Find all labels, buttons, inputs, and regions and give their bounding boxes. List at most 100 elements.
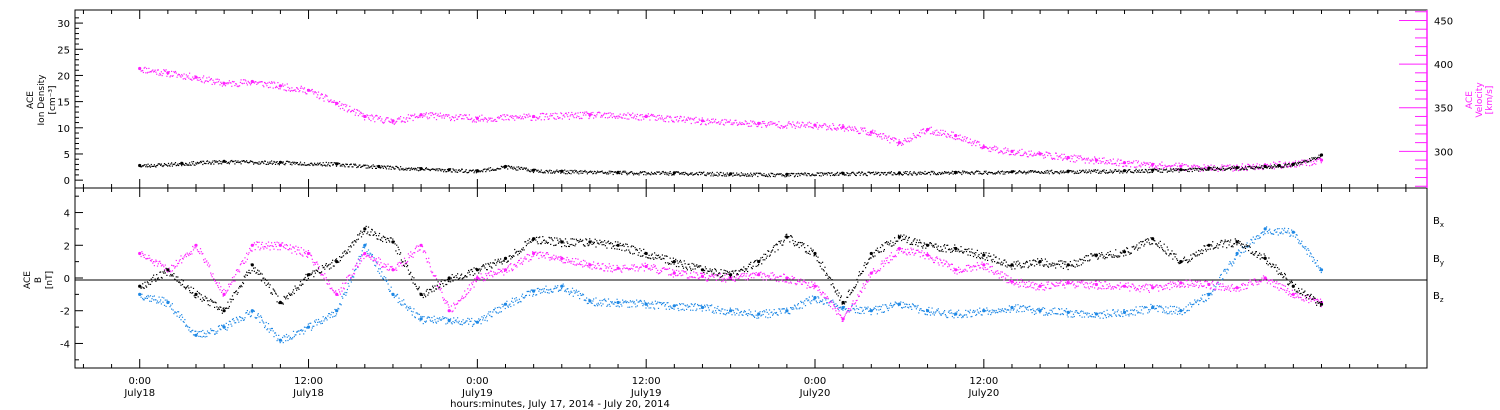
by-series-sample bbox=[776, 314, 778, 316]
density-series-sample bbox=[278, 164, 280, 166]
by-series-sample bbox=[378, 268, 380, 270]
velocity-series-sample bbox=[1213, 165, 1215, 167]
velocity-series-sample bbox=[891, 138, 893, 140]
density-series-sample bbox=[1320, 154, 1322, 156]
velocity-series-sample bbox=[822, 124, 824, 126]
density-series-sample bbox=[791, 172, 793, 175]
velocity-series-sample bbox=[509, 116, 511, 118]
density-series-sample bbox=[623, 171, 625, 173]
density-series-sample bbox=[672, 173, 674, 176]
velocity-series-sample bbox=[1064, 157, 1066, 159]
by-series-sample bbox=[953, 317, 955, 319]
density-series-sample bbox=[187, 163, 189, 165]
by-series-sample bbox=[656, 302, 658, 305]
velocity-series-sample bbox=[236, 85, 238, 87]
velocity-series-sample bbox=[978, 141, 980, 143]
by-series-sample bbox=[936, 309, 938, 311]
density-series-sample bbox=[475, 172, 477, 174]
density-series-sample bbox=[1134, 170, 1136, 172]
by-series-sample bbox=[1310, 253, 1312, 255]
density-series-sample bbox=[1164, 169, 1166, 171]
velocity-series-sample bbox=[618, 116, 620, 118]
velocity-series-sample bbox=[206, 80, 209, 82]
velocity-series-sample bbox=[204, 80, 206, 82]
bz-series-sample bbox=[198, 251, 200, 253]
velocity-series-sample bbox=[1319, 157, 1322, 159]
density-series-sample bbox=[171, 162, 173, 164]
density-series-sample bbox=[328, 162, 330, 164]
density-series-sample bbox=[1270, 165, 1272, 167]
velocity-series-sample bbox=[980, 146, 982, 149]
velocity-series-sample bbox=[761, 126, 763, 128]
by-series-sample bbox=[1092, 316, 1094, 318]
density-series-sample bbox=[704, 174, 706, 176]
density-series-sample bbox=[341, 165, 343, 167]
density-series-sample bbox=[888, 171, 890, 173]
by-series-sample bbox=[767, 317, 769, 319]
density-series-sample bbox=[299, 161, 302, 163]
by-series-sample bbox=[335, 315, 337, 317]
bz-series-sample bbox=[196, 249, 198, 251]
by-series-sample bbox=[275, 334, 277, 336]
density-series-sample bbox=[193, 164, 195, 166]
bz-series-sample bbox=[235, 269, 238, 271]
by-series-sample bbox=[793, 308, 795, 310]
field-tick-label: -2 bbox=[60, 307, 70, 318]
by-series-sample bbox=[753, 315, 755, 317]
density-series-sample bbox=[1103, 169, 1105, 171]
velocity-series-sample bbox=[153, 70, 155, 72]
density-series-sample bbox=[1294, 162, 1297, 164]
density-series-sample bbox=[1280, 166, 1282, 168]
density-series-sample bbox=[1255, 166, 1257, 169]
by-series-sample bbox=[1063, 310, 1065, 312]
by-series-sample bbox=[262, 321, 264, 323]
by-series-sample bbox=[181, 314, 183, 316]
density-series-sample bbox=[722, 172, 724, 174]
density-series-sample bbox=[367, 165, 370, 167]
velocity-series-sample bbox=[683, 116, 685, 118]
by-series-sample bbox=[156, 302, 158, 304]
density-series-sample bbox=[425, 167, 427, 169]
density-series-sample bbox=[472, 169, 474, 171]
velocity-series-sample bbox=[1151, 166, 1154, 168]
by-series-sample bbox=[704, 304, 706, 306]
velocity-series-sample bbox=[733, 122, 735, 124]
velocity-series-sample bbox=[450, 119, 452, 122]
density-series-sample bbox=[180, 161, 182, 164]
velocity-series-sample bbox=[256, 83, 258, 85]
velocity-series-sample bbox=[939, 132, 941, 134]
by-series-sample bbox=[985, 310, 987, 312]
density-series-sample bbox=[779, 173, 781, 175]
density-series-sample bbox=[875, 171, 877, 173]
velocity-series-sample bbox=[307, 89, 309, 91]
density-series-sample bbox=[874, 173, 876, 175]
density-series-sample bbox=[464, 171, 466, 173]
density-series-sample bbox=[1076, 172, 1078, 174]
by-series-sample bbox=[810, 303, 812, 305]
velocity-series-sample bbox=[320, 94, 322, 96]
by-series-sample bbox=[400, 304, 402, 306]
density-series-sample bbox=[473, 172, 475, 174]
by-series-sample bbox=[1070, 316, 1072, 318]
bz-series-sample bbox=[149, 257, 151, 259]
by-series-sample bbox=[990, 312, 993, 314]
velocity-series-sample bbox=[1114, 163, 1116, 165]
density-series-sample bbox=[1112, 171, 1114, 173]
density-series-sample bbox=[294, 163, 296, 165]
velocity-series-sample bbox=[736, 124, 739, 126]
velocity-series-sample bbox=[1030, 153, 1032, 155]
velocity-series-sample bbox=[673, 121, 675, 123]
velocity-series-sample bbox=[274, 87, 277, 89]
density-series-sample bbox=[775, 174, 777, 176]
density-series-sample bbox=[855, 174, 857, 177]
density-series-sample bbox=[249, 160, 252, 162]
by-series-sample bbox=[1057, 313, 1059, 315]
by-series-sample bbox=[617, 305, 619, 307]
density-series-sample bbox=[366, 164, 368, 166]
velocity-series-sample bbox=[648, 115, 650, 118]
density-series-sample bbox=[539, 170, 541, 172]
by-series-sample bbox=[317, 318, 320, 321]
velocity-series-sample bbox=[1306, 159, 1308, 161]
by-series-sample bbox=[875, 305, 877, 307]
bz-series-sample bbox=[203, 261, 205, 263]
